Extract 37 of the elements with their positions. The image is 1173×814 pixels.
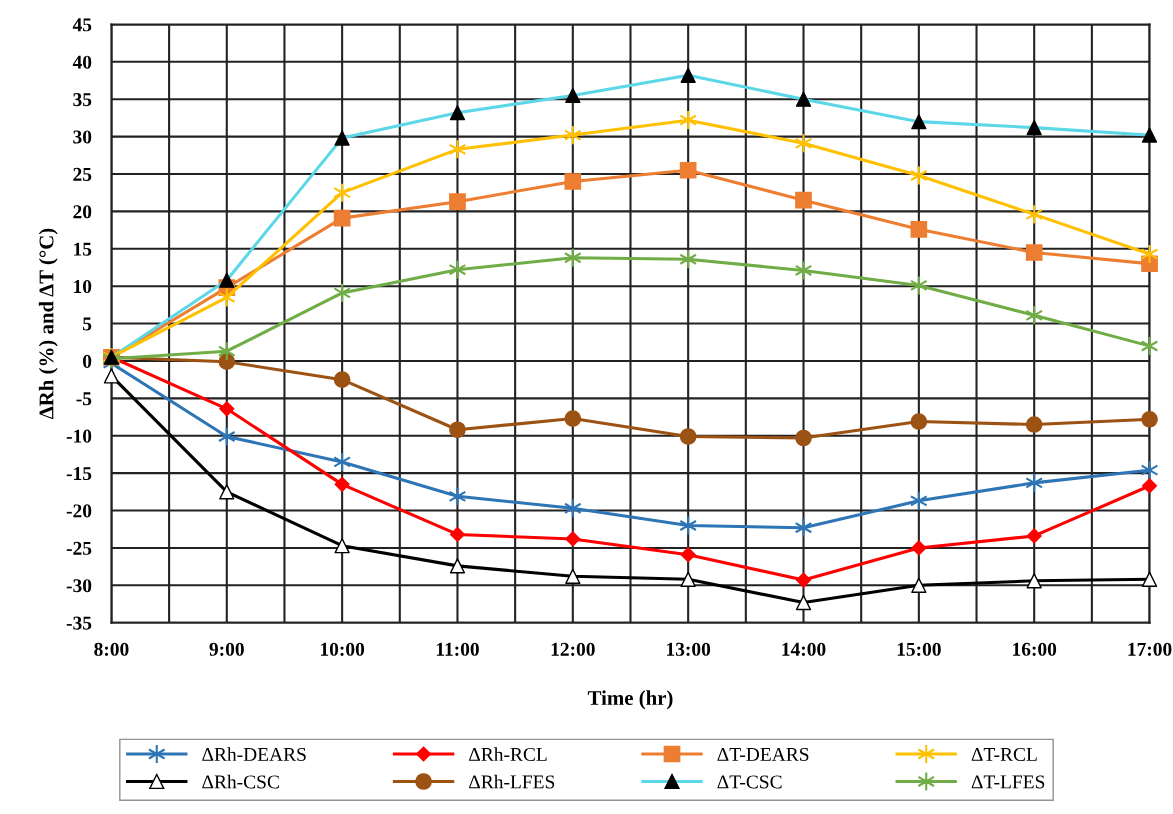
y-tick-label: 15 <box>74 242 92 256</box>
y-tick-label: -5 <box>76 392 92 406</box>
legend-label: ΔRh-CSC <box>202 774 279 789</box>
x-tick-label: 15:00 <box>897 642 941 656</box>
y-tick-label: -20 <box>66 504 92 518</box>
y-tick-label: 5 <box>83 317 92 331</box>
legend-label: ΔT-RCL <box>971 747 1037 762</box>
legend-label: ΔRh-LFES <box>469 774 555 789</box>
y-tick-label: 25 <box>73 167 92 181</box>
y-tick-label: -30 <box>66 579 92 593</box>
x-tick-label: 8:00 <box>94 642 129 656</box>
legend-label: ΔT-LFES <box>971 775 1045 789</box>
y-tick-label: -10 <box>66 429 92 443</box>
y-tick-label: -15 <box>66 467 92 481</box>
legend-label: ΔRh-DEARS <box>202 747 306 762</box>
x-tick-label: 13:00 <box>667 642 711 656</box>
y-tick-label: 45 <box>72 18 92 32</box>
legend-label: ΔT-CSC <box>717 775 782 789</box>
y-axis-title: ΔRh (%) and ΔT (°C) <box>38 228 58 420</box>
x-tick-label: 17:00 <box>1128 642 1172 656</box>
x-tick-label: 10:00 <box>321 642 365 656</box>
y-tick-label: 10 <box>74 279 92 294</box>
legend-label: ΔRh-RCL <box>469 747 547 762</box>
x-tick-label: 16:00 <box>1013 642 1057 656</box>
y-tick-label: 30 <box>73 130 92 144</box>
y-tick-label: -35 <box>66 616 92 630</box>
x-axis-title: Time (hr) <box>587 690 673 710</box>
x-tick-label: 12:00 <box>551 642 595 656</box>
x-tick-label: 11:00 <box>436 642 479 656</box>
y-tick-label: -25 <box>66 541 92 555</box>
legend-label: ΔT-DEARS <box>717 747 809 762</box>
y-tick-label: 0 <box>83 354 92 368</box>
y-tick-label: 20 <box>73 205 92 219</box>
y-tick-label: 35 <box>73 93 92 107</box>
x-tick-label: 9:00 <box>209 642 244 656</box>
y-tick-label: 40 <box>72 55 92 69</box>
x-tick-label: 14:00 <box>782 642 826 656</box>
